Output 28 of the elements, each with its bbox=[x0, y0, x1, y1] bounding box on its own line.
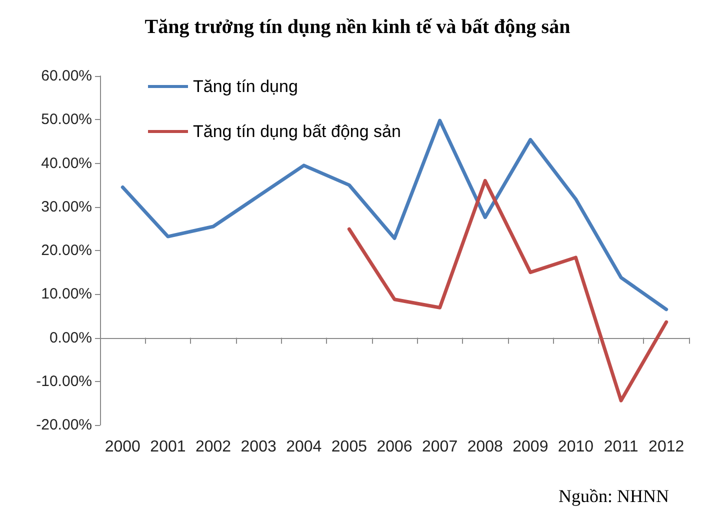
line-series bbox=[347, 178, 668, 402]
x-tick-label: 2011 bbox=[604, 438, 638, 456]
x-tick-label: 2001 bbox=[150, 438, 186, 456]
y-tick-label: 30.00% bbox=[41, 198, 92, 216]
legend-label: Tăng tín dụng bất động sản bbox=[193, 122, 401, 141]
y-tick-label: 20.00% bbox=[41, 242, 92, 259]
x-tick-label: 2012 bbox=[648, 438, 684, 456]
chart-title: Tăng trưởng tín dụng nền kinh tế và bất động sản bbox=[144, 16, 570, 38]
legend-label: Tăng tín dụng bbox=[193, 77, 298, 96]
y-tick-label: 60.00% bbox=[41, 68, 92, 84]
y-tick-label: 0.00% bbox=[49, 329, 92, 346]
x-tick-label: 2003 bbox=[240, 438, 276, 456]
y-tick-label: 50.00% bbox=[41, 111, 92, 128]
x-tick-label: 2007 bbox=[422, 438, 458, 456]
y-tick-label: -10.00% bbox=[36, 372, 92, 390]
y-tick-label: 40.00% bbox=[41, 154, 92, 172]
x-tick-label: 2000 bbox=[104, 438, 141, 456]
line-series bbox=[120, 118, 668, 312]
x-tick-label: 2010 bbox=[558, 438, 594, 456]
x-tick-label: 2008 bbox=[467, 438, 504, 456]
x-tick-label: 2006 bbox=[376, 438, 412, 456]
y-tick-label: -20.00% bbox=[36, 416, 92, 434]
x-tick-label: 2004 bbox=[286, 438, 322, 456]
x-tick-label: 2009 bbox=[512, 438, 548, 456]
x-tick-label: 2002 bbox=[195, 438, 232, 456]
x-tick-label: 2005 bbox=[331, 438, 368, 456]
text: Nguồn: NHNN bbox=[558, 486, 670, 506]
y-tick-label: 10.00% bbox=[41, 286, 92, 303]
